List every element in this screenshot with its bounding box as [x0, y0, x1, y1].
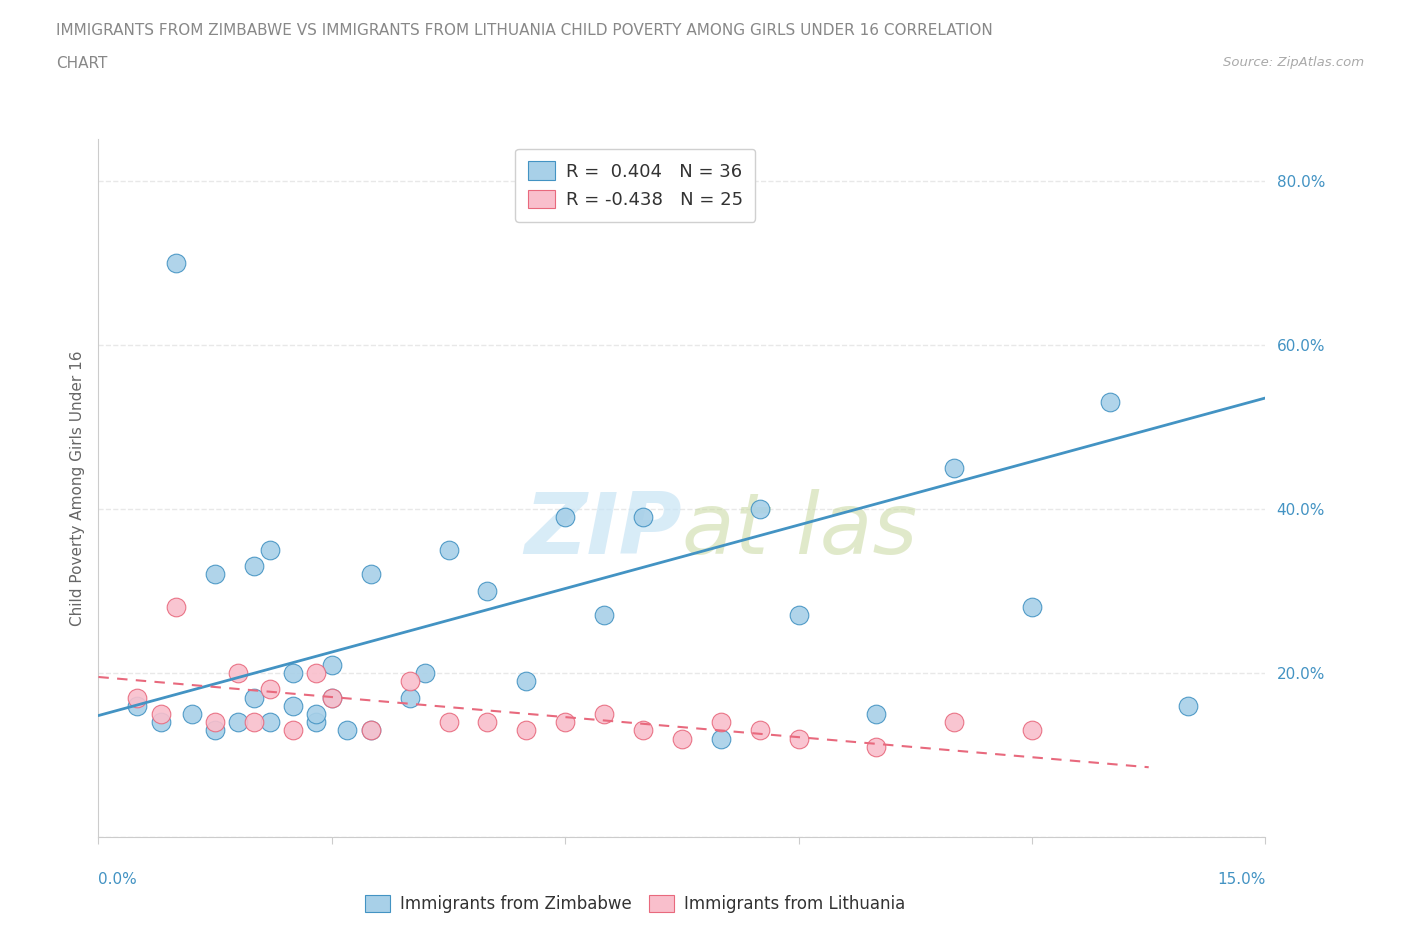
Point — [281, 698, 304, 713]
Point — [204, 714, 226, 729]
Point — [413, 666, 436, 681]
Point — [305, 666, 328, 681]
Point — [593, 608, 616, 623]
Point — [398, 673, 420, 688]
Point — [228, 666, 250, 681]
Point — [321, 658, 343, 672]
Point — [1177, 698, 1199, 713]
Point — [360, 723, 382, 737]
Point — [515, 673, 537, 688]
Point — [943, 460, 966, 475]
Point — [149, 714, 172, 729]
Text: 15.0%: 15.0% — [1218, 872, 1265, 887]
Point — [281, 723, 304, 737]
Text: Source: ZipAtlas.com: Source: ZipAtlas.com — [1223, 56, 1364, 69]
Text: ZIP: ZIP — [524, 488, 682, 572]
Point — [515, 723, 537, 737]
Point — [865, 739, 887, 754]
Point — [437, 714, 460, 729]
Point — [204, 723, 226, 737]
Point — [437, 542, 460, 557]
Point — [243, 714, 266, 729]
Point — [259, 714, 281, 729]
Point — [259, 682, 281, 697]
Point — [165, 255, 187, 270]
Point — [787, 731, 810, 746]
Point — [336, 723, 359, 737]
Point — [554, 510, 576, 525]
Y-axis label: Child Poverty Among Girls Under 16: Child Poverty Among Girls Under 16 — [69, 351, 84, 626]
Text: CHART: CHART — [56, 56, 108, 71]
Point — [1098, 394, 1121, 409]
Point — [593, 707, 616, 722]
Point — [305, 707, 328, 722]
Legend: Immigrants from Zimbabwe, Immigrants from Lithuania: Immigrants from Zimbabwe, Immigrants fro… — [359, 888, 911, 920]
Point — [943, 714, 966, 729]
Point — [321, 690, 343, 705]
Point — [671, 731, 693, 746]
Point — [1021, 600, 1043, 615]
Text: 0.0%: 0.0% — [98, 872, 138, 887]
Point — [204, 567, 226, 582]
Point — [149, 707, 172, 722]
Point — [748, 501, 770, 516]
Point — [281, 666, 304, 681]
Point — [228, 714, 250, 729]
Point — [748, 723, 770, 737]
Point — [305, 714, 328, 729]
Point — [259, 542, 281, 557]
Point — [710, 731, 733, 746]
Point — [165, 600, 187, 615]
Point — [180, 707, 202, 722]
Point — [360, 567, 382, 582]
Point — [127, 698, 149, 713]
Point — [127, 690, 149, 705]
Text: IMMIGRANTS FROM ZIMBABWE VS IMMIGRANTS FROM LITHUANIA CHILD POVERTY AMONG GIRLS : IMMIGRANTS FROM ZIMBABWE VS IMMIGRANTS F… — [56, 23, 993, 38]
Point — [554, 714, 576, 729]
Point — [631, 510, 654, 525]
Point — [243, 690, 266, 705]
Point — [321, 690, 343, 705]
Text: at las: at las — [682, 488, 917, 572]
Point — [398, 690, 420, 705]
Point — [787, 608, 810, 623]
Point — [865, 707, 887, 722]
Point — [243, 559, 266, 574]
Point — [360, 723, 382, 737]
Point — [710, 714, 733, 729]
Point — [477, 583, 499, 598]
Point — [477, 714, 499, 729]
Point — [1021, 723, 1043, 737]
Point — [631, 723, 654, 737]
